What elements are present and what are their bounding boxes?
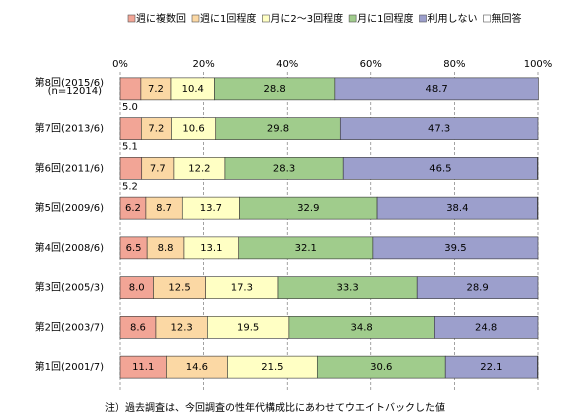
- x-tick-label: 60%: [360, 59, 382, 70]
- data-label: 39.5: [444, 243, 466, 254]
- bar-segment: [119, 77, 142, 101]
- data-label: 6.5: [126, 243, 142, 254]
- data-label: 32.1: [295, 243, 317, 254]
- legend-swatch: [127, 14, 136, 23]
- data-label: 28.8: [264, 84, 286, 95]
- data-label: 10.6: [182, 124, 204, 135]
- data-label: 38.4: [446, 203, 468, 214]
- data-label: 28.9: [466, 283, 488, 294]
- data-label: 10.4: [182, 84, 204, 95]
- y-tick-label: 第6回(2011/6): [35, 161, 104, 174]
- y-tick-label: 第5回(2009/6): [35, 201, 104, 214]
- data-label: 11.1: [132, 362, 154, 373]
- data-label: 14.6: [186, 362, 208, 373]
- bar-segment: [334, 77, 539, 101]
- data-label: 6.2: [125, 203, 141, 214]
- data-label: 7.7: [150, 163, 166, 174]
- legend-label: 利用しない: [427, 13, 477, 25]
- y-tick-label: 第8回(2015/6): [35, 76, 104, 89]
- x-tick-label: 20%: [192, 59, 214, 70]
- y-tick-label: 第4回(2008/6): [35, 241, 104, 254]
- bar-segment: [372, 236, 539, 260]
- data-label: 8.6: [130, 322, 146, 333]
- data-label: 19.5: [237, 322, 259, 333]
- legend-label: 無回答: [491, 12, 521, 25]
- data-label: 5.2: [122, 181, 138, 192]
- bar-segment: [119, 117, 142, 140]
- data-label: 8.8: [158, 243, 174, 254]
- x-tick-label: 40%: [276, 59, 298, 70]
- data-label: 24.8: [475, 322, 497, 333]
- y-tick-label: 第1回(2001/7): [35, 360, 104, 373]
- y-tick-label: 第7回(2013/6): [35, 122, 104, 135]
- data-label: 7.2: [148, 124, 164, 135]
- bar-segment: [119, 157, 143, 180]
- data-label: 22.1: [480, 362, 502, 373]
- data-label: 29.8: [267, 124, 289, 135]
- data-label: 7.2: [148, 84, 164, 95]
- footnote: 注）過去調査は、今回調査の性年代構成比にあわせてウエイトバックした値: [105, 401, 445, 414]
- data-label: 5.1: [122, 142, 138, 153]
- bar-segment: [339, 117, 539, 140]
- legend-swatch: [419, 14, 427, 23]
- y-tick-label: 第2回(2003/7): [35, 320, 104, 333]
- legend-swatch: [348, 14, 357, 23]
- data-label: 32.9: [297, 203, 319, 214]
- data-label: 48.7: [426, 84, 448, 95]
- data-label: 34.8: [350, 322, 372, 333]
- data-label: 30.6: [370, 362, 392, 373]
- data-label: 33.3: [336, 283, 358, 294]
- legend-label: 週に複数回: [136, 12, 186, 25]
- x-tick-label: 100%: [524, 59, 553, 70]
- data-label: 13.7: [200, 203, 222, 214]
- data-label: 28.3: [273, 163, 295, 174]
- bar-segment: [434, 316, 539, 339]
- x-tick-label: 80%: [443, 59, 465, 70]
- legend-label: 週に1回程度: [200, 12, 256, 25]
- legend-label: 月に2〜3回程度: [270, 12, 343, 25]
- bar-segment: [416, 276, 539, 299]
- data-label: 5.0: [122, 102, 138, 113]
- x-tick-label: 0%: [112, 59, 128, 70]
- data-label: 12.2: [188, 163, 210, 174]
- data-label: 13.1: [200, 243, 222, 254]
- legend-swatch: [483, 14, 491, 23]
- data-label: 21.5: [261, 362, 283, 373]
- data-label: 8.0: [129, 283, 145, 294]
- legend-swatch: [191, 14, 200, 23]
- legend-label: 月に1回程度: [357, 12, 413, 25]
- data-label: 17.3: [231, 283, 253, 294]
- data-label: 12.5: [168, 283, 190, 294]
- legend-swatch: [262, 14, 270, 23]
- data-label: 46.5: [429, 163, 451, 174]
- data-label: 8.7: [156, 203, 172, 214]
- data-label: 47.3: [428, 124, 450, 135]
- category-note: (n=12014): [48, 86, 102, 97]
- y-tick-label: 第3回(2005/3): [35, 281, 104, 294]
- data-label: 12.3: [171, 322, 193, 333]
